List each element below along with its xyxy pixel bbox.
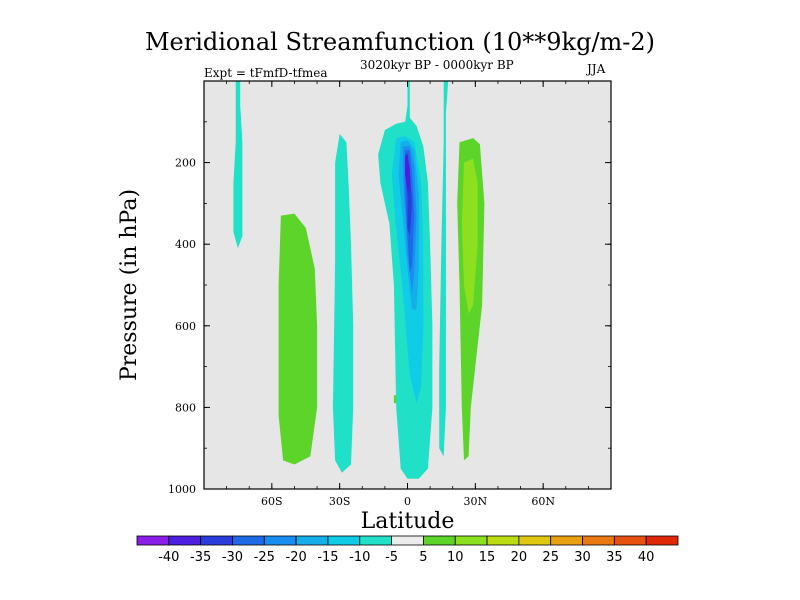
x-tick-label: 0 (404, 495, 411, 508)
colorbar-swatch (582, 535, 615, 546)
colorbar-swatch (136, 535, 170, 546)
period-label: 3020kyr BP - 0000kyr BP (360, 58, 514, 72)
colorbar-label: 25 (542, 550, 559, 565)
colorbar-swatch (200, 535, 233, 546)
colorbar-label: -20 (286, 550, 307, 565)
colorbar-swatch (295, 535, 329, 546)
y-tick-label: 1000 (168, 483, 196, 496)
x-tick-label: 60N (531, 495, 555, 508)
colorbar-swatch (645, 535, 679, 546)
x-tick-label: 60S (261, 495, 283, 508)
colorbar-swatch (168, 535, 202, 546)
colorbar-label: 20 (511, 550, 528, 565)
contour-region-1 (278, 213, 318, 465)
colorbar-label: 30 (574, 550, 591, 565)
colorbar-swatch (613, 535, 647, 546)
colorbar-swatch (359, 535, 392, 546)
x-tick-label: 30S (329, 495, 351, 508)
colorbar-swatch (232, 535, 265, 546)
colorbar-swatch (454, 535, 488, 546)
y-tick-label: 800 (175, 401, 196, 414)
colorbar-label: -25 (254, 550, 275, 565)
chart-title: Meridional Streamfunction (10**9kg/m-2) (144, 28, 656, 56)
colorbar-swatch (263, 535, 297, 546)
colorbar-label: -5 (385, 550, 398, 565)
colorbar-swatch (550, 535, 583, 546)
x-tick-label: 30N (464, 495, 488, 508)
colorbar-swatch (486, 535, 520, 546)
colorbar-swatch (518, 535, 552, 546)
contour-region-10 (405, 155, 410, 192)
contour-region-0 (233, 81, 243, 249)
colorbar-label: -35 (190, 550, 211, 565)
colorbar-label: -10 (349, 550, 370, 565)
colorbar-label: 5 (419, 550, 427, 565)
colorbar-swatch (423, 535, 456, 546)
colorbar-label: -40 (158, 550, 179, 565)
contour-region-12 (461, 158, 478, 314)
x-axis-title: Latitude (361, 509, 455, 534)
colorbar-label: 40 (638, 550, 655, 565)
colorbar-swatch (327, 535, 361, 546)
contour-region-4 (439, 81, 449, 457)
colorbar-swatch (391, 535, 424, 546)
colorbar-label: 10 (447, 550, 464, 565)
y-tick-label: 200 (175, 157, 196, 170)
experiment-label: Expt = tFmfD-tfmea (204, 66, 328, 80)
contour-region-2 (332, 134, 354, 473)
contour-region-13 (393, 395, 397, 404)
colorbar-label: 35 (606, 550, 623, 565)
y-tick-label: 600 (175, 320, 196, 333)
colorbar-label: -15 (317, 550, 338, 565)
y-axis-title: Pressure (in hPa) (117, 189, 142, 381)
season-label: JJA (587, 62, 606, 76)
colorbar-label: -30 (222, 550, 243, 565)
y-tick-label: 400 (175, 238, 196, 251)
colorbar-label: 15 (479, 550, 496, 565)
